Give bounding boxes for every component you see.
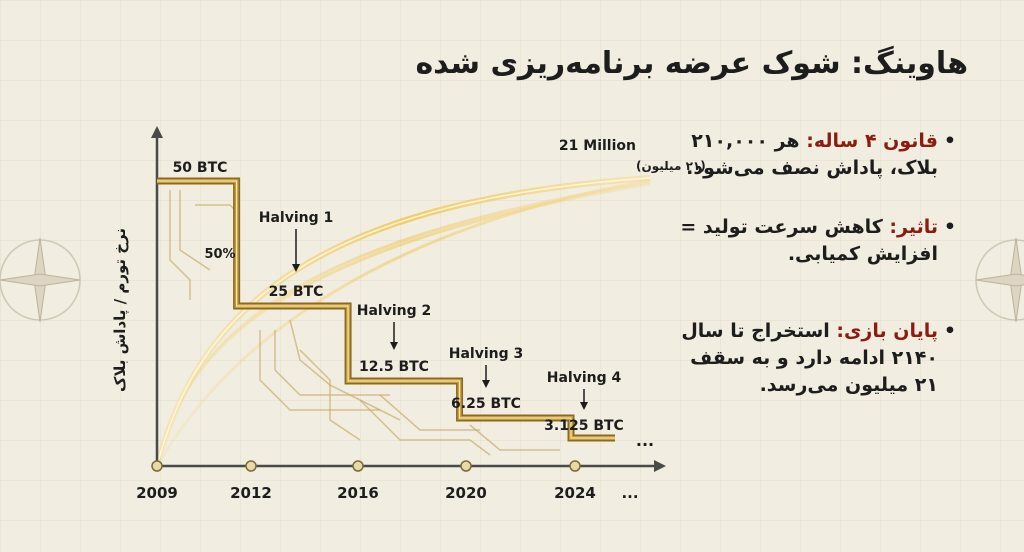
x-tick-node xyxy=(460,460,472,472)
supply-curve-core xyxy=(156,177,651,467)
reward-value-label: 3.125 BTC xyxy=(544,418,624,434)
reward-value-label: 12.5 BTC xyxy=(359,359,429,375)
halving-arrow-head xyxy=(580,402,588,410)
y-axis-label: نرخ تورم / پاداش بلاک xyxy=(111,228,130,392)
x-axis-arrow xyxy=(654,460,666,472)
bullet-head: تاثیر: xyxy=(889,216,938,238)
halving-label: Halving 4 xyxy=(547,370,622,386)
halving-arrow-head xyxy=(292,264,300,272)
circuit-trace xyxy=(289,319,401,421)
reward-step-highlight xyxy=(157,180,615,439)
x-tick-label: 2012 xyxy=(230,484,272,502)
percent-label: 50% xyxy=(204,247,235,262)
reward-value-label: 50 BTC xyxy=(173,160,228,176)
circuit-traces xyxy=(169,190,560,456)
halving-arrow-head xyxy=(482,380,490,388)
reward-value-label: 25 BTC xyxy=(269,284,324,300)
supply-curve-glow xyxy=(154,175,651,467)
x-tick-label: 2016 xyxy=(337,484,379,502)
compass-decoration-right xyxy=(975,237,1024,323)
x-tick-label: 2009 xyxy=(136,484,178,502)
x-tick-label: ... xyxy=(621,484,638,502)
x-tick-node xyxy=(245,460,257,472)
halving-label: Halving 2 xyxy=(357,303,432,319)
x-tick-node xyxy=(151,460,163,472)
circuit-trace xyxy=(379,394,480,431)
bullet-endgame: پایان بازی: استخراج تا سال ۲۱۴۰ ادامه دا… xyxy=(676,318,956,399)
bullet-body: استخراج تا سال ۲۱۴۰ ادامه دارد و به سقف … xyxy=(681,320,938,396)
x-tick-node xyxy=(569,460,581,472)
halving-label: Halving 3 xyxy=(449,346,524,362)
supply-cap-label: 21 Million xyxy=(559,138,636,154)
circuit-trace xyxy=(169,190,191,300)
bullet-impact: تاثیر: کاهش سرعت تولید = افزایش کمیابی. xyxy=(676,214,956,268)
y-axis-arrow xyxy=(151,126,163,138)
bullet-head: قانون ۴ ساله: xyxy=(806,130,938,152)
x-tick-label: 2024 xyxy=(554,484,596,502)
bullet-body: هر ۲۱۰,۰۰۰ بلاک، پاداش نصف می‌شود. xyxy=(686,130,938,179)
bullet-list: قانون ۴ ساله: هر ۲۱۰,۰۰۰ بلاک، پاداش نصف… xyxy=(676,128,956,399)
circuit-trace xyxy=(179,190,211,271)
x-tick-label: 2020 xyxy=(445,484,487,502)
bullet-body: کاهش سرعت تولید = افزایش کمیابی. xyxy=(680,216,938,265)
circuit-trace xyxy=(274,330,390,396)
trailing-dots: ... xyxy=(636,431,654,450)
circuit-trace xyxy=(259,330,380,411)
page-title: هاوینگ: شوک عرضه برنامه‌ریزی شده xyxy=(415,46,968,81)
halving-arrow-head xyxy=(390,342,398,350)
compass-decoration-left xyxy=(0,237,81,323)
halving-label: Halving 1 xyxy=(259,210,334,226)
reward-step-line xyxy=(157,177,615,442)
bullet-head: پایان بازی: xyxy=(836,320,938,342)
circuit-trace xyxy=(299,349,361,441)
bullet-four-year-rule: قانون ۴ ساله: هر ۲۱۰,۰۰۰ بلاک، پاداش نصف… xyxy=(676,128,956,182)
reward-value-label: 6.25 BTC xyxy=(451,396,521,412)
x-tick-node xyxy=(352,460,364,472)
circuit-trace xyxy=(359,399,491,456)
circuit-trace xyxy=(469,424,560,451)
chart-axes xyxy=(151,126,666,472)
chart-labels: 2009 2012 2016 2020 2024 ... نرخ تورم / پاداش … xyxy=(111,138,706,502)
